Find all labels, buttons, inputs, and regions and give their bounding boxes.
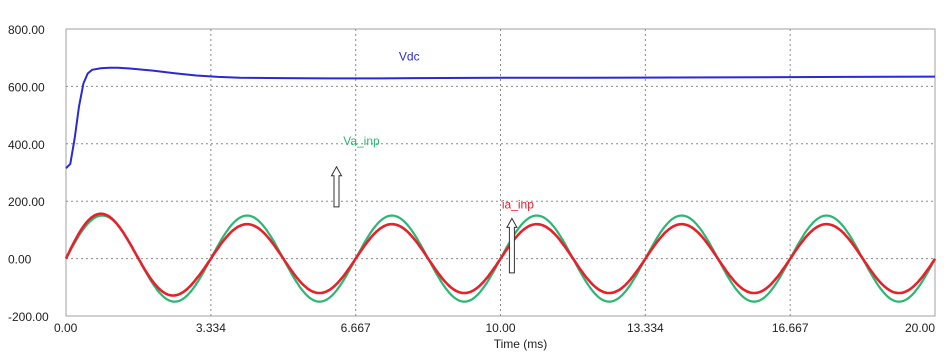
x-tick-label: 20.00 [905, 321, 935, 335]
annotation-label: ia_inp [502, 197, 534, 211]
y-tick-label: -200.00 [8, 310, 49, 324]
x-tick-label: 0.00 [54, 321, 78, 335]
y-tick-label: 600.00 [8, 80, 45, 94]
series-line-ia-inp [64, 212, 937, 297]
x-tick-label: 16.667 [772, 321, 809, 335]
y-tick-label: 0.00 [8, 253, 32, 267]
annotation-arrow [506, 217, 518, 274]
y-tick-label: 400.00 [8, 138, 45, 152]
annotation-label: Va_inp [343, 134, 380, 148]
y-tick-label: 800.00 [8, 23, 45, 37]
plot-area [65, 28, 936, 317]
annotation-arrow [330, 165, 343, 208]
x-tick-label: 10.00 [485, 321, 515, 335]
series-line-vdc [65, 66, 936, 169]
y-tick-label: 200.00 [8, 195, 45, 209]
x-axis-label: Time (ms) [494, 337, 548, 351]
x-tick-label: 13.334 [627, 321, 664, 335]
x-tick-label: 6.667 [341, 321, 371, 335]
x-tick-label: 3.334 [196, 321, 226, 335]
annotation-label: Vdc [399, 50, 420, 64]
